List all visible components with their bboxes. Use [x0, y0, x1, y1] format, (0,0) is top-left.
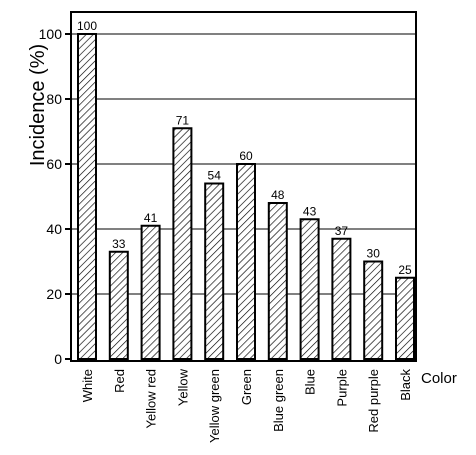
data-label: 43	[303, 204, 317, 218]
data-label: 54	[208, 169, 222, 183]
x-category-label: Purple	[334, 369, 349, 407]
bar-red-purple	[364, 262, 382, 360]
data-label: 100	[77, 19, 97, 33]
x-category-label: Red purple	[366, 369, 381, 433]
y-tick-label: 40	[46, 221, 62, 237]
x-category-label: Blue	[303, 369, 318, 395]
data-label: 25	[398, 263, 412, 277]
x-category-label: White	[80, 369, 95, 402]
data-label: 37	[335, 224, 349, 238]
bar-yellow-red	[142, 226, 160, 359]
bar-white	[78, 34, 96, 359]
data-label: 60	[239, 149, 253, 163]
bar-green	[237, 164, 255, 359]
x-category-label: Yellow green	[207, 369, 222, 443]
data-label: 71	[176, 113, 190, 127]
bar-black	[396, 278, 414, 359]
bars	[78, 34, 414, 359]
bar-yellow-green	[205, 184, 223, 360]
data-label: 33	[112, 237, 126, 251]
x-category-label: Red	[112, 369, 127, 393]
x-category-label: Yellow red	[144, 369, 159, 429]
bar-blue	[301, 219, 319, 359]
x-category-label: Green	[239, 369, 254, 405]
y-tick-label: 0	[54, 351, 62, 367]
data-label: 30	[367, 247, 381, 261]
data-label: 48	[271, 188, 285, 202]
y-tick-label: 60	[46, 156, 62, 172]
data-label: 41	[144, 211, 158, 225]
bar-yellow	[173, 128, 191, 359]
bar-purple	[332, 239, 350, 359]
category-labels: White Red Yellow red Yellow Yellow green Gree…	[80, 368, 413, 443]
y-tick-label: 20	[46, 286, 62, 302]
bar-blue-green	[269, 203, 287, 359]
y-tick-label: 100	[39, 26, 63, 42]
x-category-label: Blue green	[271, 369, 286, 432]
y-tick-label: 80	[46, 91, 62, 107]
x-category-label: Black	[398, 369, 413, 401]
x-axis-title: Color	[421, 370, 457, 387]
bar-red	[110, 252, 128, 359]
x-category-label: Yellow	[175, 368, 190, 406]
